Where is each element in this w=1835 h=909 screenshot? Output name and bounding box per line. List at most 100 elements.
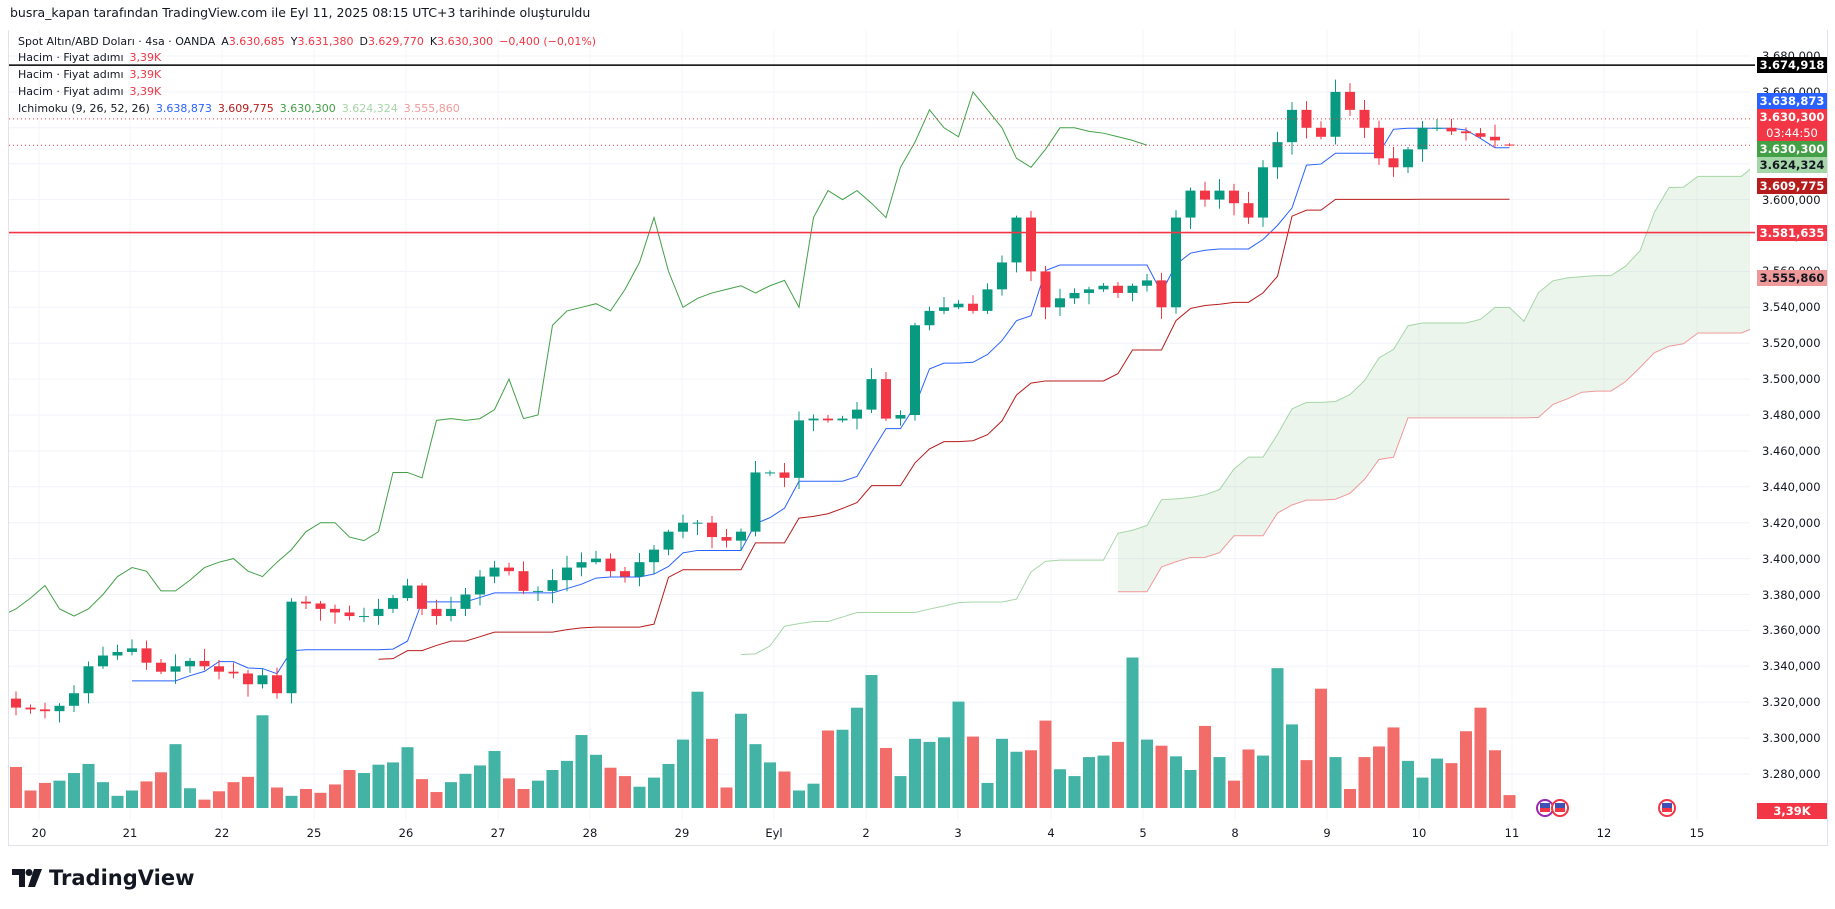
time-axis-label: 8 xyxy=(1231,826,1239,840)
volume-bar xyxy=(575,735,588,808)
candle xyxy=(315,600,326,621)
candle-body xyxy=(1258,167,1268,218)
candle xyxy=(1069,288,1080,304)
flag-icon xyxy=(1540,803,1550,808)
time-axis-label: 28 xyxy=(582,826,598,840)
ichimoku-cloud-segment xyxy=(1422,322,1437,418)
candle xyxy=(1200,181,1210,207)
chart-frame xyxy=(8,30,1828,846)
high-value: 3.631,380 xyxy=(297,35,354,48)
ichimoku-cloud-segment xyxy=(1161,498,1176,567)
volume-bar xyxy=(10,766,22,808)
candle-body xyxy=(156,662,166,672)
candle-body xyxy=(953,303,964,308)
candle-body xyxy=(663,531,674,550)
flag-icon xyxy=(1540,808,1550,812)
time-axis-label: 29 xyxy=(674,826,690,840)
candle xyxy=(1490,124,1500,148)
open-label: A xyxy=(221,35,229,48)
candle xyxy=(852,402,862,430)
ichimoku-cloud-segment xyxy=(1640,212,1655,368)
candle-body xyxy=(1040,271,1051,308)
candle-body xyxy=(1461,131,1471,134)
volume-bar xyxy=(53,780,66,808)
candle xyxy=(518,561,529,595)
volume-bar xyxy=(68,773,80,808)
candle-body xyxy=(982,289,993,311)
volume-bar xyxy=(1474,707,1487,808)
close-label: K xyxy=(429,35,438,48)
volume-bar xyxy=(1184,770,1197,808)
conversion-line-value: 3.638,873 xyxy=(155,102,212,115)
candle-body xyxy=(605,558,616,572)
ichimoku-cloud-segment xyxy=(1277,408,1292,514)
candle-body xyxy=(504,567,514,572)
candle-body xyxy=(779,472,790,478)
symbol-legend[interactable]: Spot Altın/ABD Doları · 4sa · OANDA A3.63… xyxy=(18,35,602,48)
candle-body xyxy=(257,675,268,685)
ichimoku-cloud-segment xyxy=(1205,489,1220,558)
candle xyxy=(272,667,282,699)
ichimoku-label: Ichimoku (9, 26, 52, 26) xyxy=(18,102,150,115)
tradingview-logo[interactable]: TradingView xyxy=(12,866,194,890)
volume-bar xyxy=(532,780,544,808)
close-value: 3.630,300 xyxy=(437,35,494,48)
ichimoku-cloud-segment xyxy=(1306,402,1321,501)
candle-body xyxy=(141,648,152,663)
candle xyxy=(156,659,166,675)
economic-event-icon[interactable] xyxy=(1551,799,1569,817)
ichimoku-cloud-segment xyxy=(1654,187,1669,353)
candle-body xyxy=(1301,109,1312,128)
volume-bar xyxy=(329,784,341,808)
volume-bar xyxy=(97,782,109,808)
candle-body xyxy=(460,594,471,609)
candle xyxy=(1432,118,1442,132)
candle-body xyxy=(1345,91,1355,110)
volume-bar xyxy=(1010,751,1023,808)
candle xyxy=(750,460,761,537)
candle-body xyxy=(634,562,645,577)
candle xyxy=(373,598,384,625)
economic-event-icon[interactable] xyxy=(1536,799,1554,817)
volume-bar xyxy=(1039,720,1052,808)
candle-body xyxy=(721,537,732,541)
economic-event-icon[interactable] xyxy=(1658,799,1676,817)
ichimoku-cloud-segment xyxy=(1582,275,1597,393)
leading-span-a-badge: 3.624,324 xyxy=(1757,157,1827,173)
volume-bar xyxy=(1257,755,1269,808)
ichimoku-cloud-segment xyxy=(1712,176,1727,333)
volume-legend[interactable]: Hacim · Fiyat adımı 3,39K xyxy=(18,51,167,64)
candle-body xyxy=(1417,127,1428,150)
candle-body xyxy=(968,303,978,311)
volume-bar xyxy=(822,730,834,808)
volume-legend-value: 3,39K xyxy=(129,51,162,64)
candle-body xyxy=(243,673,253,685)
candle-body xyxy=(431,608,442,617)
volume-bar xyxy=(778,771,791,808)
volume-bar xyxy=(1315,688,1327,808)
price-axis-label: 3.360,000 xyxy=(1762,623,1821,638)
ichimoku-cloud-segment xyxy=(1480,307,1495,418)
candle-body xyxy=(199,660,210,667)
candle xyxy=(199,648,210,671)
volume-bar xyxy=(1460,731,1472,808)
candle xyxy=(924,306,935,331)
volume-bar xyxy=(1445,763,1458,808)
candle xyxy=(112,644,123,660)
candle xyxy=(1258,160,1268,227)
candle-body xyxy=(924,310,935,326)
volume-bar xyxy=(1112,741,1124,808)
candle-body xyxy=(402,585,413,599)
base-line-value: 3.609,775 xyxy=(217,102,274,115)
volume-bar xyxy=(735,713,747,808)
volume-legend[interactable]: Hacim · Fiyat adımı 3,39K xyxy=(18,85,167,98)
volume-legend[interactable]: Hacim · Fiyat adımı 3,39K xyxy=(18,68,167,81)
volume-legend-label: Hacim · Fiyat adımı xyxy=(18,51,124,64)
base-line xyxy=(378,198,1510,660)
chart-attribution: busra_kapan tarafından TradingView.com i… xyxy=(10,5,591,20)
volume-bar xyxy=(1213,757,1226,808)
ichimoku-legend[interactable]: Ichimoku (9, 26, 52, 26) 3.638,873 3.609,7… xyxy=(18,102,466,115)
candle-body xyxy=(1142,280,1152,286)
volume-bar xyxy=(24,790,37,808)
